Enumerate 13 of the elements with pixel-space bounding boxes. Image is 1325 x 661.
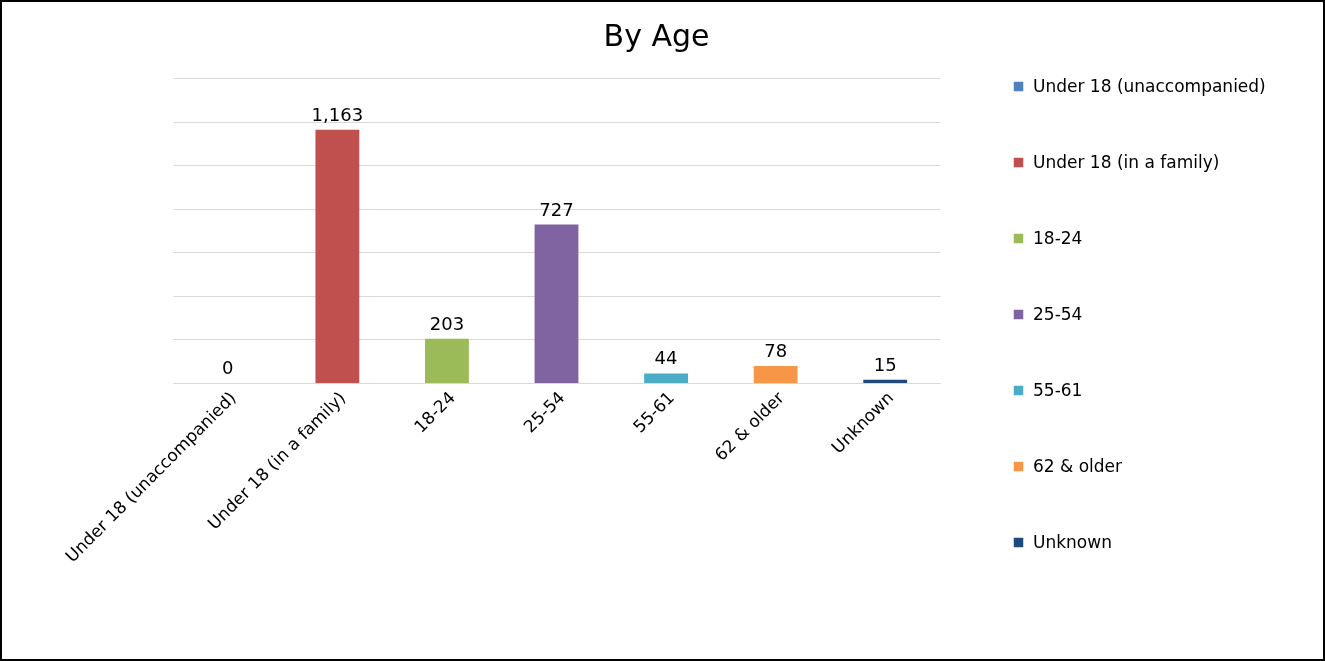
data-label: 15 [873,353,897,375]
data-label: 44 [654,347,678,369]
data-label: 727 [539,198,574,220]
legend-label: Under 18 (unaccompanied) [1033,75,1266,96]
legend-label: Unknown [1033,531,1112,552]
data-label: 78 [764,340,788,362]
data-label: 203 [429,312,465,334]
legend-label: 25-54 [1033,303,1083,324]
chart-title: By Age [603,18,710,53]
legend-label: Under 18 (in a family) [1033,151,1220,172]
data-label: 1,163 [311,103,364,125]
data-label: 0 [222,357,234,378]
legend-label: 18-24 [1033,227,1083,248]
